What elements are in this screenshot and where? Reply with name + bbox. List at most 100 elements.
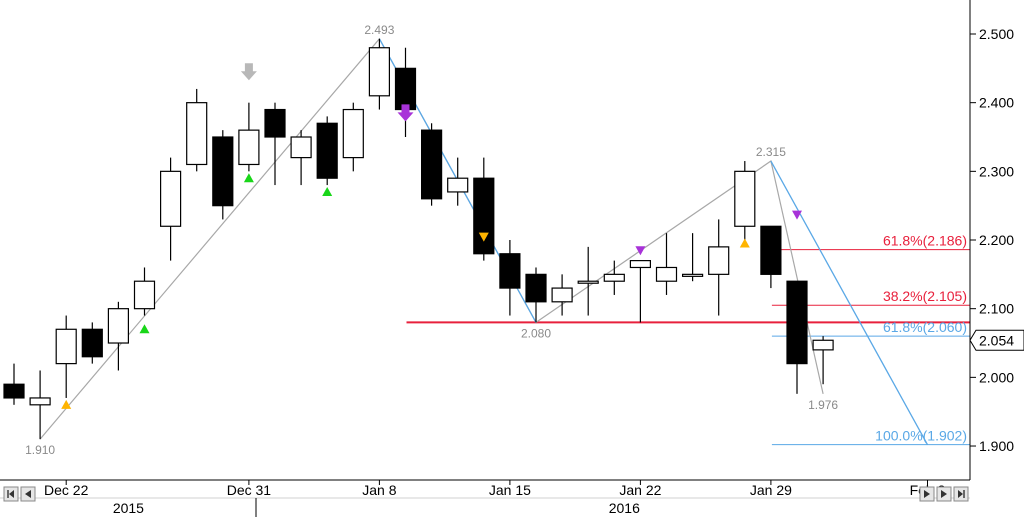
scroll-left-button[interactable] — [20, 486, 36, 502]
candle — [107, 301, 130, 371]
candle — [525, 267, 547, 323]
signal-up-triangle-icon — [243, 173, 254, 183]
year-label: 2015 — [113, 500, 144, 516]
candle — [29, 370, 51, 440]
candle-body — [81, 328, 103, 358]
candle-body — [525, 273, 547, 303]
candle-body — [577, 280, 599, 284]
candle — [81, 322, 103, 364]
signal-up-triangle-icon — [139, 324, 150, 334]
candle-body — [133, 280, 156, 310]
candle-body — [342, 108, 364, 159]
candle — [238, 102, 260, 172]
candle-body — [603, 273, 625, 282]
swing-label: 2.315 — [756, 145, 786, 159]
candle — [290, 130, 312, 186]
candle-body — [629, 260, 652, 269]
y-tick-label: 1.900 — [979, 438, 1014, 454]
candle — [786, 280, 808, 394]
swing-label: 1.976 — [808, 398, 838, 412]
scroll-to-end-button[interactable] — [953, 486, 969, 502]
candle-body — [186, 102, 208, 166]
x-tick-label: Jan 29 — [750, 482, 792, 498]
scroll-to-start-button[interactable] — [3, 486, 19, 502]
candle — [316, 116, 338, 186]
candle — [55, 315, 77, 398]
arrow-left-icon — [25, 490, 31, 498]
swing-label: 1.910 — [25, 443, 55, 457]
candle-body — [290, 136, 312, 159]
candle — [629, 260, 652, 323]
fib-level-label: 61.8%(2.060) — [883, 319, 967, 335]
candle — [368, 38, 390, 110]
candle-body — [499, 253, 521, 289]
arrow-right-icon — [924, 490, 930, 498]
candle-body — [29, 397, 51, 406]
candle-body — [681, 273, 704, 277]
candle-body — [708, 246, 730, 275]
signal-up-triangle-icon — [61, 399, 72, 409]
candle — [551, 274, 573, 316]
y-tick-label: 2.200 — [979, 232, 1014, 248]
candle-body — [316, 122, 338, 179]
candle-body — [368, 47, 390, 97]
down-arrow-icon — [397, 104, 414, 122]
candle-body — [212, 136, 234, 207]
candle — [264, 102, 286, 186]
swing-label: 2.493 — [364, 23, 394, 37]
candle-body — [655, 266, 678, 282]
candle-body — [760, 225, 782, 275]
candle-body — [55, 328, 77, 365]
y-tick-label: 2.500 — [979, 26, 1014, 42]
candle-body — [447, 177, 469, 193]
candle-body — [421, 129, 443, 200]
x-tick-label: Dec 22 — [44, 482, 89, 498]
x-tick-label: Jan 8 — [362, 482, 396, 498]
trendline — [770, 160, 929, 445]
fib-level-label: 61.8%(2.186) — [883, 233, 967, 249]
x-tick-label: Jan 22 — [619, 482, 661, 498]
candle-body — [812, 339, 834, 351]
last-price-box — [969, 329, 1024, 351]
candle — [447, 157, 469, 206]
zigzag-line — [39, 37, 824, 440]
signal-down-triangle-icon — [792, 210, 802, 220]
arrow-left-icon — [9, 490, 14, 498]
down-arrow-icon — [240, 63, 257, 81]
candle — [655, 233, 678, 295]
candle-body — [394, 67, 417, 111]
candle-body — [160, 170, 182, 227]
signal-up-triangle-icon — [322, 186, 333, 196]
candle — [473, 157, 495, 261]
candle — [3, 363, 25, 405]
y-tick-label: 2.400 — [979, 95, 1014, 111]
candle-body — [264, 108, 286, 138]
candle — [708, 219, 730, 316]
candle — [342, 102, 364, 172]
candle-body — [3, 383, 25, 399]
fib-level-label: 100.0%(1.902) — [875, 428, 967, 444]
candle — [681, 233, 704, 282]
candle-body — [551, 287, 573, 303]
scroll-right-fast-button[interactable] — [936, 486, 952, 502]
candle-body — [238, 129, 260, 166]
scroll-right-button[interactable] — [919, 486, 935, 502]
candle — [212, 130, 234, 220]
arrow-right-icon — [958, 490, 963, 498]
y-tick-label: 2.000 — [979, 369, 1014, 385]
candle — [186, 88, 208, 172]
x-tick-label: Dec 31 — [227, 482, 272, 498]
swing-label: 2.080 — [521, 326, 551, 340]
candle — [812, 336, 834, 385]
candle — [603, 260, 625, 295]
y-tick-label: 2.300 — [979, 163, 1014, 179]
candle-body — [786, 280, 808, 365]
candle — [734, 161, 756, 241]
signal-up-triangle-icon — [739, 238, 750, 248]
candle — [160, 157, 182, 261]
signal-down-triangle-icon — [635, 246, 646, 256]
signal-down-triangle-icon — [478, 232, 489, 242]
arrow-right-icon — [941, 490, 947, 498]
